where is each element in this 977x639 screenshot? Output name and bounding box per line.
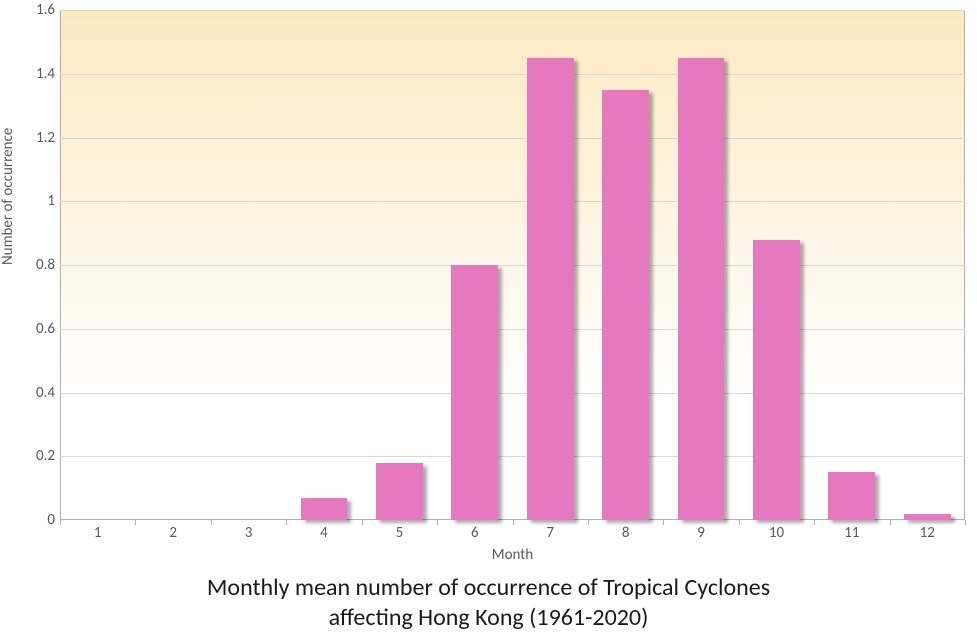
gridline (60, 201, 965, 202)
gridline (60, 10, 965, 11)
x-tick-label: 9 (681, 524, 721, 542)
x-tick-label: 10 (756, 524, 796, 542)
x-tick-label: 11 (832, 524, 872, 542)
bar (376, 463, 423, 520)
y-tick-label: 0.8 (15, 256, 55, 274)
bar-face (451, 265, 498, 520)
y-tick-label: 0.2 (15, 447, 55, 465)
bar-face (753, 240, 800, 521)
bar (678, 58, 725, 520)
y-tick-label: 1.6 (15, 1, 55, 19)
y-tick-label: 0.4 (15, 384, 55, 402)
x-tick-mark (135, 520, 136, 525)
x-tick-mark (437, 520, 438, 525)
gridline (60, 329, 965, 330)
x-tick-mark (965, 520, 966, 525)
x-tick-mark (286, 520, 287, 525)
chart-title-line1: Monthly mean number of occurrence of Tro… (207, 573, 770, 602)
bar (753, 240, 800, 521)
y-tick-label: 0 (15, 511, 55, 529)
bar (904, 514, 951, 520)
x-tick-mark (513, 520, 514, 525)
x-tick-label: 2 (153, 524, 193, 542)
plot-area (60, 10, 965, 520)
chart-title: Monthly mean number of occurrence of Tro… (0, 573, 977, 633)
x-tick-mark (588, 520, 589, 525)
y-axis-label: Number of occurrence (0, 128, 17, 265)
x-tick-label: 3 (229, 524, 269, 542)
gridline (60, 456, 965, 457)
x-tick-label: 8 (606, 524, 646, 542)
bar-face (828, 472, 875, 520)
x-axis-label: Month (60, 546, 965, 564)
x-tick-label: 6 (455, 524, 495, 542)
y-tick-label: 0.6 (15, 320, 55, 338)
chart-container: 00.20.40.60.811.21.41.6 123456789101112 … (0, 0, 977, 639)
x-tick-mark (211, 520, 212, 525)
bar (451, 265, 498, 520)
x-tick-label: 1 (78, 524, 118, 542)
bar (828, 472, 875, 520)
bar (301, 498, 348, 520)
bar-face (678, 58, 725, 520)
bar-face (904, 514, 951, 520)
gridline (60, 74, 965, 75)
x-tick-mark (362, 520, 363, 525)
x-tick-mark (814, 520, 815, 525)
x-tick-mark (60, 520, 61, 525)
x-tick-mark (663, 520, 664, 525)
x-tick-label: 12 (907, 524, 947, 542)
bar-face (602, 90, 649, 520)
bar-face (301, 498, 348, 520)
chart-title-line2: affecting Hong Kong (1961-2020) (329, 603, 649, 632)
gridline (60, 265, 965, 266)
x-tick-label: 7 (530, 524, 570, 542)
bar-face (527, 58, 574, 520)
x-tick-mark (739, 520, 740, 525)
x-tick-label: 5 (379, 524, 419, 542)
bar (527, 58, 574, 520)
gridline (60, 393, 965, 394)
bar (602, 90, 649, 520)
gridline (60, 138, 965, 139)
y-tick-label: 1.4 (15, 65, 55, 83)
y-tick-label: 1 (15, 192, 55, 210)
bar-face (376, 463, 423, 520)
y-tick-label: 1.2 (15, 129, 55, 147)
x-tick-label: 4 (304, 524, 344, 542)
x-tick-mark (890, 520, 891, 525)
